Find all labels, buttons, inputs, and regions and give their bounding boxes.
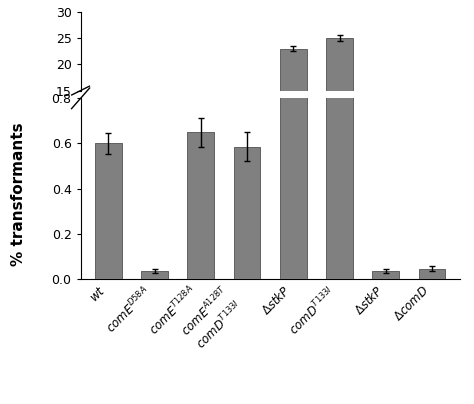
Bar: [234, 166, 261, 169]
Bar: [95, 166, 122, 169]
Bar: [280, 0, 307, 279]
Bar: [280, 49, 307, 169]
Bar: [234, 147, 261, 279]
Bar: [419, 269, 446, 279]
Bar: [187, 132, 214, 279]
Bar: [373, 271, 399, 279]
Bar: [326, 38, 353, 169]
Bar: [95, 143, 122, 279]
Bar: [187, 166, 214, 169]
Bar: [326, 0, 353, 279]
Text: % transformants: % transformants: [11, 122, 27, 266]
Bar: [141, 271, 168, 279]
